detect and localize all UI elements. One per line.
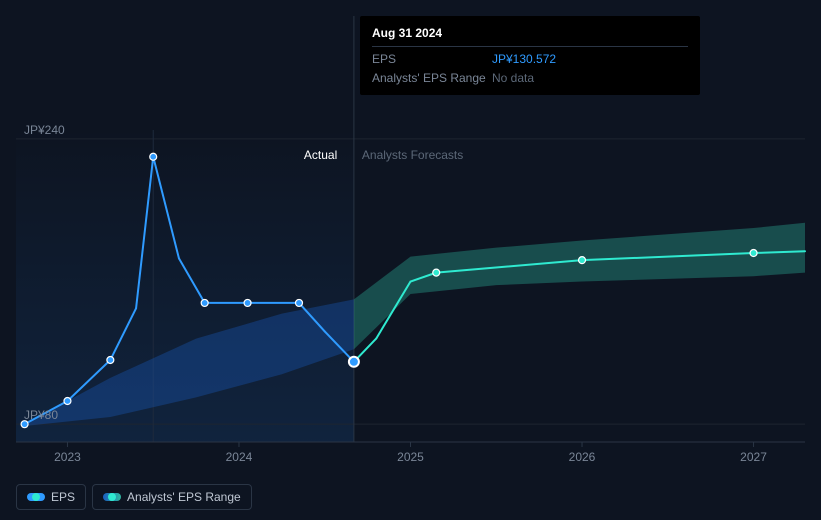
legend-swatch bbox=[27, 493, 45, 501]
legend-item[interactable]: Analysts' EPS Range bbox=[92, 484, 252, 510]
region-label-actual: Actual bbox=[304, 148, 337, 162]
eps-chart: JP¥240JP¥80 20232024202520262027 Actual … bbox=[0, 0, 821, 520]
x-axis-label: 2027 bbox=[740, 450, 767, 464]
tooltip-row-value: No data bbox=[492, 71, 534, 85]
y-axis-label: JP¥80 bbox=[24, 408, 58, 422]
legend-label: EPS bbox=[51, 490, 75, 504]
legend-label: Analysts' EPS Range bbox=[127, 490, 241, 504]
tooltip-date: Aug 31 2024 bbox=[372, 26, 688, 47]
tooltip-row: Analysts' EPS RangeNo data bbox=[372, 66, 688, 85]
y-axis-label: JP¥240 bbox=[24, 123, 65, 137]
x-axis-label: 2026 bbox=[569, 450, 596, 464]
tooltip-row-label: Analysts' EPS Range bbox=[372, 71, 492, 85]
tooltip-row-label: EPS bbox=[372, 52, 492, 66]
legend-swatch bbox=[103, 493, 121, 501]
tooltip: Aug 31 2024 EPSJP¥130.572Analysts' EPS R… bbox=[360, 16, 700, 95]
region-label-forecast: Analysts Forecasts bbox=[362, 148, 463, 162]
legend: EPS Analysts' EPS Range bbox=[16, 484, 252, 510]
x-axis-label: 2023 bbox=[54, 450, 81, 464]
tooltip-row-value: JP¥130.572 bbox=[492, 52, 556, 66]
x-axis-label: 2024 bbox=[226, 450, 253, 464]
x-axis-label: 2025 bbox=[397, 450, 424, 464]
legend-item[interactable]: EPS bbox=[16, 484, 86, 510]
tooltip-row: EPSJP¥130.572 bbox=[372, 47, 688, 66]
